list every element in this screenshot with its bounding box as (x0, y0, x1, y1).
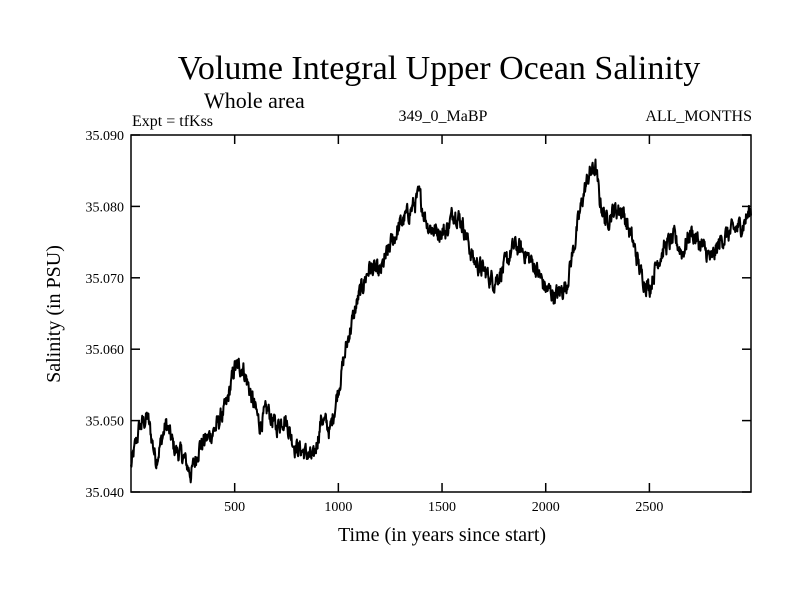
y-axis: 35.040 35.050 35.060 35.070 35.080 35.090 (86, 129, 751, 501)
x-axis: 500 1000 1500 2000 2500 (224, 135, 663, 515)
plot-frame (130, 134, 752, 493)
y-tick-label: 35.060 (86, 343, 125, 358)
x-tick-label: 1000 (324, 500, 352, 515)
experiment-label: Expt = tfKss (132, 113, 213, 130)
x-tick-label: 2500 (635, 500, 663, 515)
y-tick-label: 35.040 (86, 486, 125, 501)
x-axis-label: Time (in years since start) (338, 524, 546, 546)
y-tick-label: 35.070 (86, 272, 125, 287)
y-tick-label: 35.090 (86, 129, 125, 144)
chart-title: Volume Integral Upper Ocean Salinity (178, 50, 700, 87)
y-axis-label: Salinity (in PSU) (43, 245, 65, 383)
y-tick-label: 35.050 (86, 415, 125, 430)
months-label: ALL_MONTHS (645, 108, 752, 125)
y-tick-label: 35.080 (86, 200, 125, 215)
salinity-series-line (130, 158, 752, 484)
x-tick-label: 1500 (428, 500, 456, 515)
run-label: 349_0_MaBP (399, 108, 488, 125)
x-tick-label: 2000 (532, 500, 560, 515)
chart-subtitle: Whole area (204, 88, 305, 113)
x-tick-label: 500 (224, 500, 245, 515)
